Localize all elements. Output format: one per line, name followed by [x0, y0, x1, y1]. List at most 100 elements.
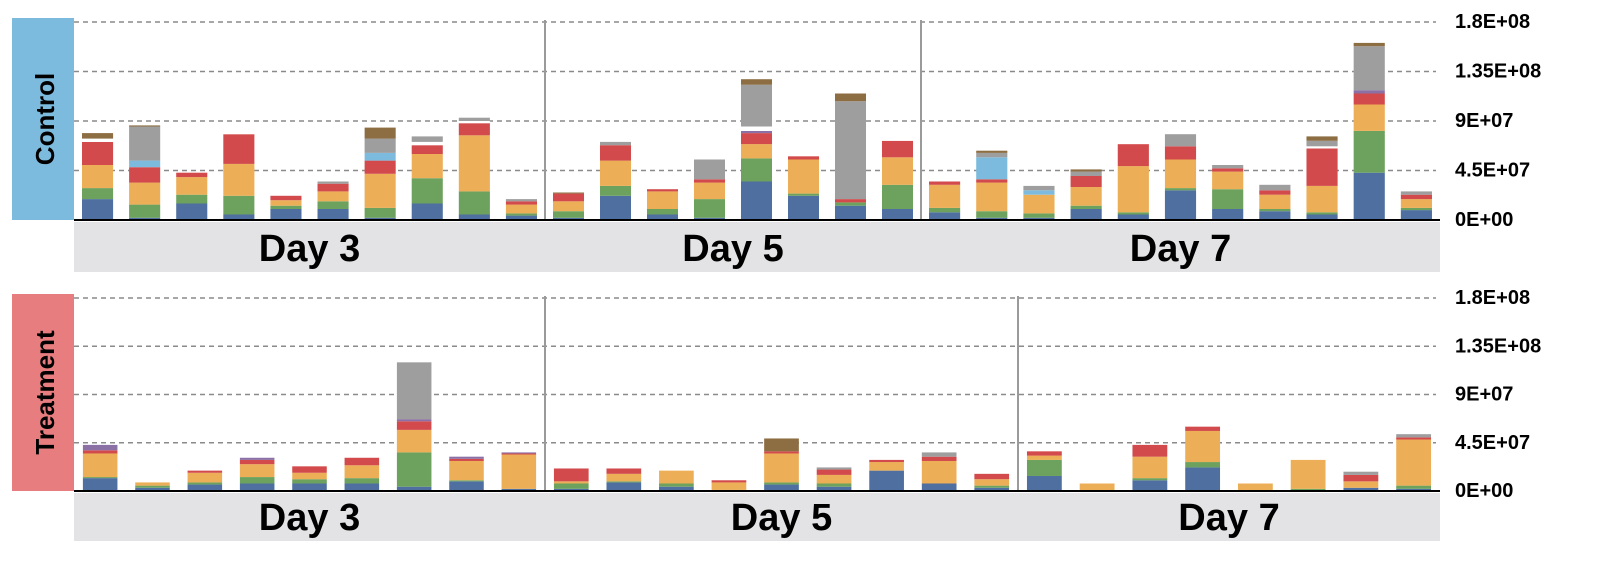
bar-segment — [1185, 467, 1221, 491]
bar-segment — [1396, 485, 1432, 489]
bar-segment — [396, 429, 432, 453]
bar-segment — [740, 133, 773, 145]
bar-segment — [458, 123, 490, 136]
bar-segment — [1353, 46, 1385, 91]
bar-segment — [659, 486, 694, 491]
bar-segment — [239, 464, 275, 478]
bar-segment — [129, 125, 161, 127]
bar-segment — [1343, 487, 1379, 491]
bar-segment — [270, 205, 302, 209]
bar-segment — [82, 478, 118, 491]
bar-segment — [135, 485, 170, 488]
bar-segment — [711, 482, 747, 490]
bar-segment — [1079, 483, 1115, 491]
bar-segment — [317, 183, 349, 192]
bar-segment — [1026, 451, 1062, 456]
bar-segment — [1259, 194, 1291, 209]
bar-segment — [1259, 190, 1291, 195]
bar-segment — [411, 203, 443, 220]
y-tick-label: 9E+07 — [1455, 384, 1513, 406]
bar-segment — [1212, 209, 1244, 220]
bar-segment — [82, 477, 118, 479]
bar-segment — [869, 459, 904, 463]
bar-segment — [1343, 474, 1379, 482]
bar-segment — [270, 209, 302, 220]
group-label-bg — [74, 222, 545, 272]
bar-segment — [292, 466, 327, 473]
bar-segment — [1400, 207, 1432, 211]
bar-segment — [129, 160, 161, 168]
bar-segment — [1343, 481, 1379, 488]
bar-segment — [1026, 475, 1062, 491]
group-label: Day 5 — [731, 497, 832, 539]
bar-segment — [1117, 141, 1149, 145]
bar-segment — [223, 195, 255, 215]
bar-segment — [187, 472, 223, 483]
bar-segment — [1290, 459, 1326, 489]
bar-segment — [396, 362, 432, 420]
bar-segment — [505, 201, 537, 205]
bar-segment — [129, 167, 161, 183]
bar-segment — [449, 456, 484, 459]
bar-segment — [929, 212, 961, 220]
bar-segment — [1306, 148, 1338, 186]
bar-segment — [1132, 480, 1168, 491]
bar-segment — [740, 144, 773, 159]
bar-segment — [1396, 488, 1432, 491]
bar-segment — [1400, 210, 1432, 220]
bar-segment — [1353, 42, 1385, 47]
bar-segment — [1396, 437, 1432, 440]
bar-segment — [239, 477, 275, 484]
bar-segment — [292, 483, 327, 491]
group-label: Day 5 — [682, 228, 783, 270]
bar-segment — [816, 469, 852, 475]
bar-segment — [364, 138, 396, 153]
bar-segment — [659, 483, 694, 487]
bar-segment — [344, 465, 380, 479]
bar-segment — [693, 159, 726, 180]
bar-segment — [135, 482, 170, 486]
bar-segment — [816, 483, 852, 487]
bar-segment — [1070, 205, 1102, 209]
bar-segment — [881, 184, 914, 209]
group-label: Day 3 — [259, 228, 360, 270]
bar-segment — [552, 201, 585, 212]
y-tick-label: 9E+07 — [1455, 110, 1513, 132]
bar-segment — [135, 487, 170, 491]
bar-segment — [646, 191, 679, 209]
bar-segment — [929, 207, 961, 213]
bar-segment — [223, 129, 255, 135]
bar-segment — [344, 483, 380, 491]
bar-segment — [501, 452, 537, 454]
bar-segment — [449, 458, 484, 461]
bar-segment — [740, 158, 773, 182]
bar-segment — [881, 140, 914, 158]
bar-segment — [317, 209, 349, 220]
bar-segment — [881, 138, 914, 141]
bar-segment — [764, 438, 799, 452]
bar-segment — [317, 191, 349, 202]
bar-segment — [976, 152, 1008, 158]
bar-segment — [1259, 184, 1291, 191]
bar-segment — [1070, 209, 1102, 220]
bar-segment — [1023, 217, 1055, 220]
y-tick-label: 1.35E+08 — [1455, 335, 1541, 357]
bar-segment — [1132, 456, 1168, 479]
bar-segment — [606, 482, 642, 491]
bar-segment — [396, 421, 432, 430]
bar-segment — [553, 481, 589, 484]
group-label-bg — [545, 222, 921, 272]
bar-segment — [1132, 444, 1168, 457]
bar-segment — [129, 217, 161, 220]
bar-segment — [974, 487, 1010, 491]
group-label-bg — [921, 222, 1440, 272]
bar-segment — [693, 217, 726, 220]
bar-segment — [1132, 478, 1168, 481]
bar-segment — [1259, 209, 1291, 212]
bar-segment — [740, 84, 773, 127]
bar-segment — [921, 483, 957, 491]
bar-segment — [1023, 190, 1055, 195]
bar-segment — [505, 204, 537, 214]
bar-segment — [881, 209, 914, 220]
bar-segment — [411, 154, 443, 179]
